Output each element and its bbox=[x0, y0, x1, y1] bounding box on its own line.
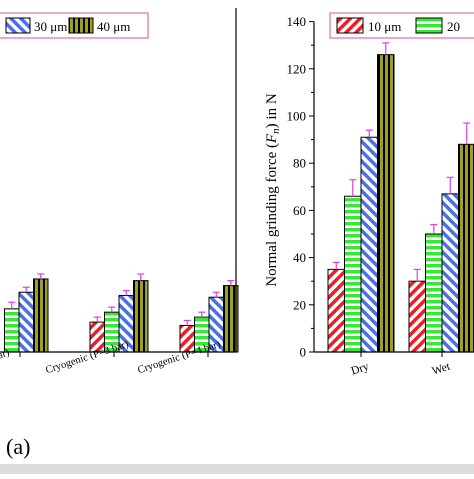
legend-left: 30 μm 40 μm bbox=[0, 13, 148, 38]
bar-right-2-0 bbox=[361, 137, 378, 352]
left-chart: (P=2 bar)Cryogenic (P=3 bar)Cryogenic (P… bbox=[0, 8, 238, 376]
y-tick-label-right-1: 20 bbox=[293, 297, 306, 312]
bar-right-3-1 bbox=[459, 144, 474, 352]
y-tick-label-right-2: 40 bbox=[293, 250, 306, 265]
panel-label: (a) bbox=[6, 434, 30, 460]
right-chart: 020406080100120140DryWetCryNormal grindi… bbox=[264, 13, 474, 411]
legend-right-label-0: 10 μm bbox=[368, 19, 401, 34]
y-tick-label-right-3: 60 bbox=[293, 203, 306, 218]
legend-right-label-1: 20 bbox=[447, 19, 460, 34]
x-tick-label-left-2: Cryogenic (P=4 bar) bbox=[136, 339, 222, 376]
legend-left-label-1: 40 μm bbox=[97, 19, 130, 34]
y-axis-label-right: Normal grinding force (Fn) in N bbox=[264, 93, 282, 287]
y-tick-label-right-6: 120 bbox=[287, 61, 307, 76]
y-tick-label-right-7: 140 bbox=[287, 14, 307, 29]
bar-left-1-0 bbox=[5, 309, 20, 352]
y-tick-label-right-5: 100 bbox=[287, 109, 307, 124]
bar-right-0-1 bbox=[409, 281, 426, 352]
x-tick-label-right-1: Wet bbox=[431, 360, 453, 377]
x-tick-label-left-1: Cryogenic (P=3 bar) bbox=[44, 339, 130, 376]
legend-right-swatch-0 bbox=[337, 18, 363, 33]
bar-right-1-0 bbox=[345, 196, 362, 352]
legend-right-swatch-1 bbox=[416, 18, 442, 33]
x-tick-label-right-0: Dry bbox=[350, 361, 371, 378]
bar-left-3-0 bbox=[34, 279, 49, 352]
bar-left-3-1 bbox=[134, 281, 149, 352]
bar-left-2-0 bbox=[19, 292, 34, 352]
bar-right-1-1 bbox=[426, 234, 443, 352]
bar-right-2-1 bbox=[442, 194, 459, 352]
legend-left-label-0: 30 μm bbox=[34, 19, 67, 34]
legend-left-swatch-0 bbox=[6, 18, 30, 33]
bar-right-3-0 bbox=[378, 55, 395, 352]
y-tick-label-right-0: 0 bbox=[300, 345, 307, 360]
footer-strip bbox=[0, 464, 474, 474]
bar-right-0-0 bbox=[328, 269, 345, 352]
y-tick-label-right-4: 80 bbox=[293, 156, 306, 171]
legend-right: 10 μm 20 bbox=[330, 13, 474, 38]
legend-left-swatch-1 bbox=[69, 18, 93, 33]
